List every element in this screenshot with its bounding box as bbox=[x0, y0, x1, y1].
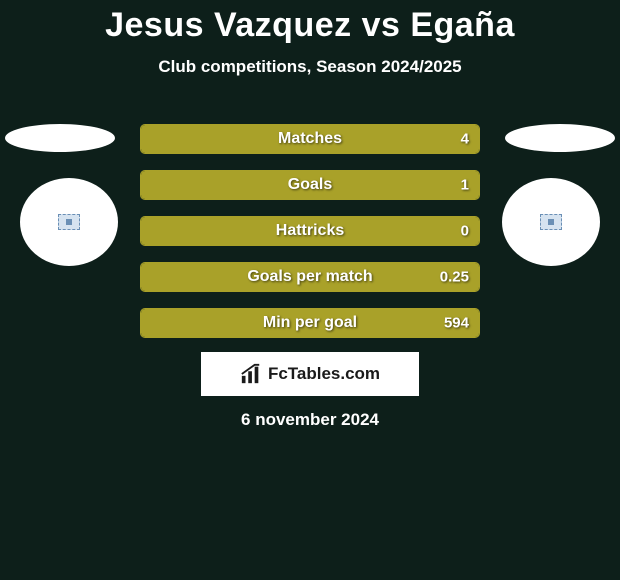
stat-value: 4 bbox=[461, 131, 469, 148]
page-subtitle: Club competitions, Season 2024/2025 bbox=[0, 57, 620, 77]
stat-value: 594 bbox=[444, 315, 469, 332]
player-left-badge bbox=[20, 178, 118, 266]
stat-bar: Goals 1 bbox=[140, 170, 480, 200]
stat-value: 1 bbox=[461, 177, 469, 194]
attribution-text: FcTables.com bbox=[268, 364, 380, 384]
stats-bars: Matches 4 Goals 1 Hattricks 0 Goals per … bbox=[140, 124, 480, 354]
player-right-shadow bbox=[505, 124, 615, 152]
stat-bar: Matches 4 bbox=[140, 124, 480, 154]
stat-value: 0.25 bbox=[440, 269, 469, 286]
stat-bar: Min per goal 594 bbox=[140, 308, 480, 338]
page-title: Jesus Vazquez vs Egaña bbox=[0, 0, 620, 45]
flag-placeholder-icon bbox=[58, 214, 80, 230]
player-right-badge bbox=[502, 178, 600, 266]
stat-label: Min per goal bbox=[263, 314, 357, 332]
stat-label: Matches bbox=[278, 130, 342, 148]
stat-label: Goals per match bbox=[247, 268, 372, 286]
stat-label: Goals bbox=[288, 176, 332, 194]
stat-label: Hattricks bbox=[276, 222, 344, 240]
stat-value: 0 bbox=[461, 223, 469, 240]
stat-bar: Goals per match 0.25 bbox=[140, 262, 480, 292]
attribution-badge: FcTables.com bbox=[201, 352, 419, 396]
date-text: 6 november 2024 bbox=[0, 410, 620, 430]
chart-icon bbox=[240, 363, 262, 385]
flag-placeholder-icon bbox=[540, 214, 562, 230]
stat-bar: Hattricks 0 bbox=[140, 216, 480, 246]
player-left-shadow bbox=[5, 124, 115, 152]
